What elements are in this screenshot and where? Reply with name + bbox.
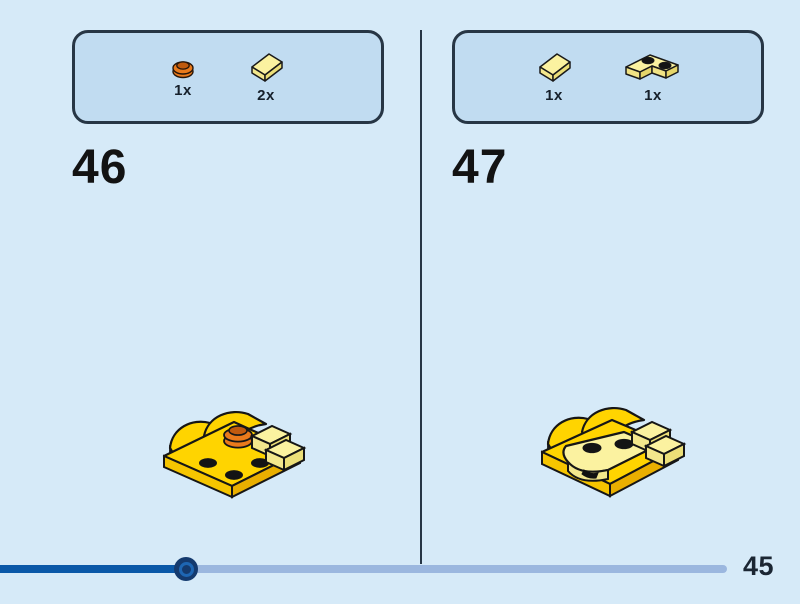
step-number: 46 <box>72 141 128 194</box>
part-count: 2x <box>257 87 275 104</box>
step-number: 47 <box>452 141 508 194</box>
progress-track[interactable] <box>0 565 727 573</box>
part-item: 1x <box>624 50 682 104</box>
yellow-slope-tile-icon <box>251 53 283 82</box>
part-item: 1x <box>170 55 196 99</box>
panel-divider <box>420 30 422 564</box>
yellow-slope-tile-icon <box>539 53 571 82</box>
progress-handle[interactable] <box>174 557 198 581</box>
step-panel-46: 1x 2x 46 <box>52 0 400 560</box>
progress-fill <box>0 565 186 573</box>
step-panel-47: 1x 1x 47 <box>432 0 780 560</box>
part-item: 1x <box>534 50 574 104</box>
parts-callout-box: 1x 1x <box>452 30 764 124</box>
part-count: 1x <box>644 87 662 104</box>
yellow-corner-plate-2x2-icon <box>625 54 679 80</box>
page-number: 45 <box>742 551 774 581</box>
step-47-model-image <box>540 406 687 498</box>
orange-round-plate-1x1-icon <box>172 61 194 79</box>
parts-callout-box: 1x 2x <box>72 30 384 124</box>
part-count: 1x <box>545 87 563 104</box>
progress-handle-ring <box>178 561 194 577</box>
step-46-model-image <box>162 410 307 499</box>
part-count: 1x <box>174 82 192 99</box>
part-item: 2x <box>246 50 286 104</box>
